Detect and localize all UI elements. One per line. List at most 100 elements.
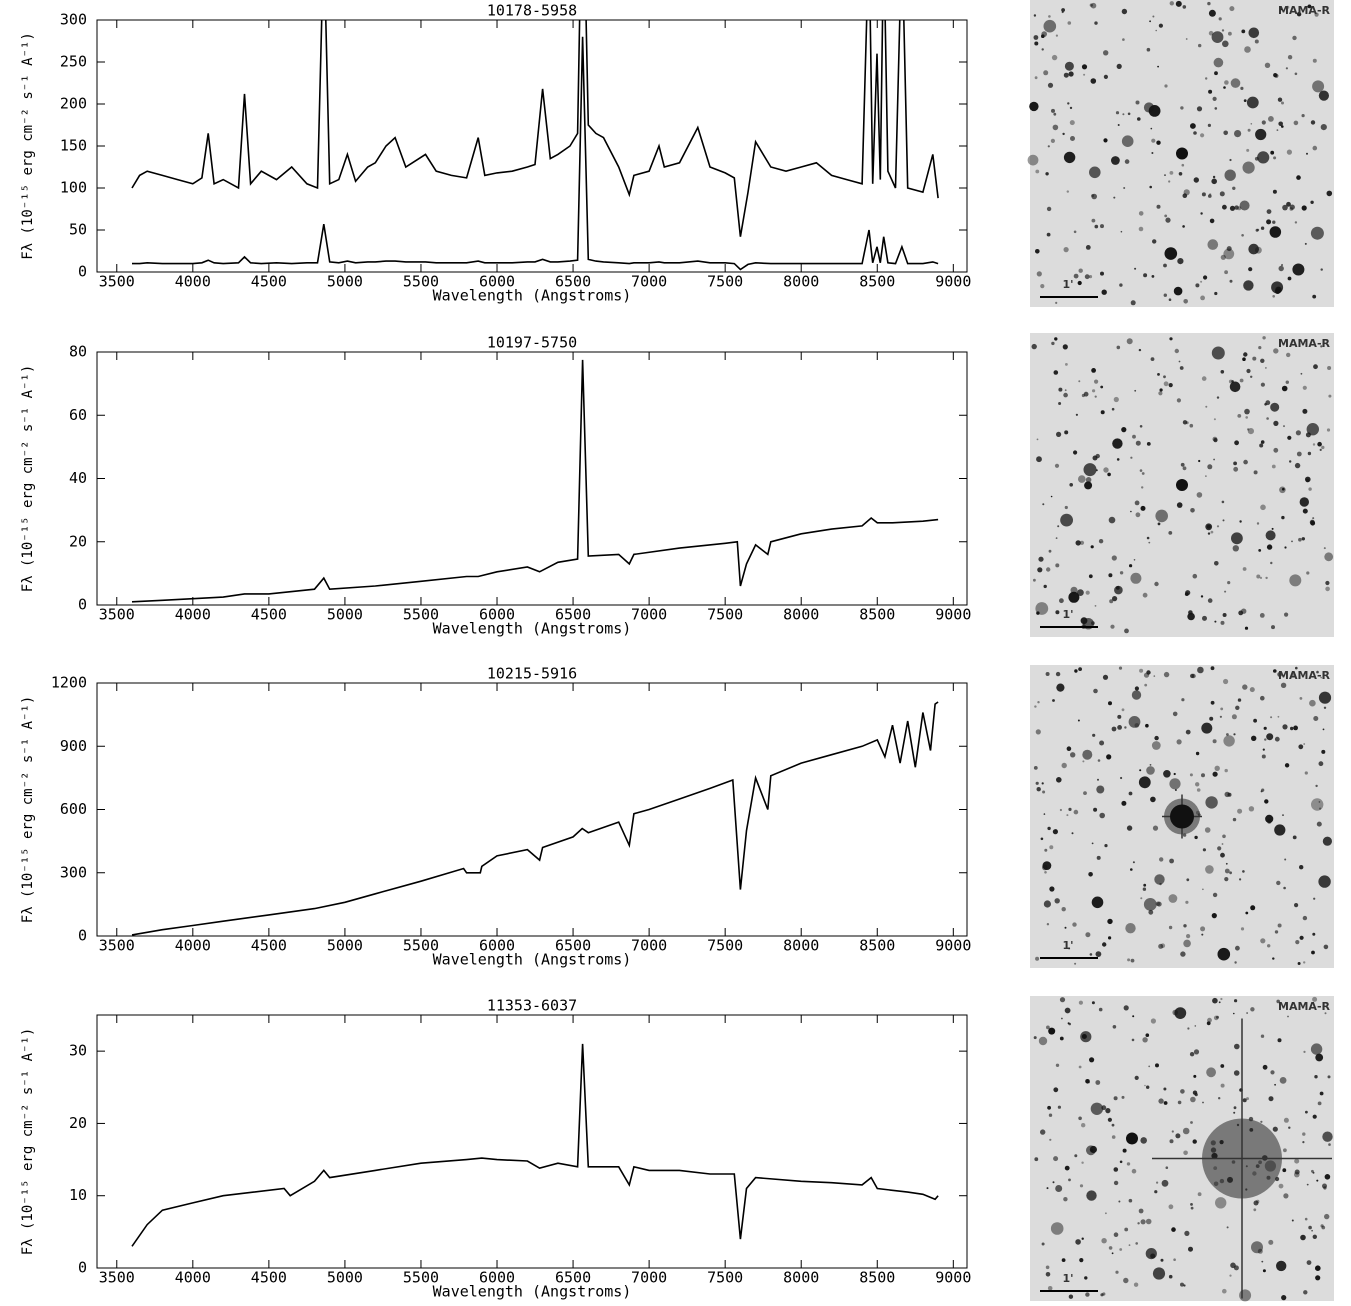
star	[1234, 999, 1238, 1003]
star	[1116, 458, 1120, 461]
x-tick-label: 4000	[175, 606, 211, 624]
star	[1239, 878, 1242, 881]
star	[1223, 735, 1235, 747]
star	[1089, 953, 1093, 956]
star	[1145, 723, 1149, 728]
star	[1135, 1242, 1138, 1245]
star	[1081, 1034, 1087, 1039]
star	[1128, 791, 1133, 796]
star	[1142, 1037, 1148, 1043]
star	[1078, 1116, 1082, 1121]
star	[1146, 536, 1150, 540]
y-tick-label: 80	[69, 343, 87, 361]
x-axis-label: Wavelength (Angstroms)	[433, 620, 632, 638]
star	[1261, 120, 1266, 125]
star	[1260, 695, 1265, 701]
star	[1202, 615, 1207, 621]
star	[1111, 1123, 1115, 1127]
star	[1056, 431, 1062, 437]
star	[1054, 337, 1058, 341]
star	[1320, 676, 1322, 679]
star	[1157, 522, 1161, 526]
star	[1151, 275, 1155, 278]
star	[1116, 63, 1122, 69]
star	[1127, 112, 1131, 116]
star	[1160, 943, 1166, 948]
star	[1084, 481, 1093, 490]
star	[1212, 771, 1218, 777]
star	[1248, 243, 1259, 255]
star	[1046, 232, 1051, 237]
star	[1131, 1168, 1137, 1174]
star	[1307, 4, 1312, 9]
star	[1107, 1117, 1112, 1122]
x-tick-label: 6500	[555, 273, 591, 291]
star	[1064, 61, 1074, 71]
star	[1062, 344, 1068, 350]
star	[1208, 30, 1214, 36]
star	[1134, 1075, 1139, 1080]
star	[1033, 1036, 1037, 1040]
star	[1066, 746, 1072, 751]
star	[1214, 620, 1217, 623]
star	[1159, 857, 1164, 862]
star	[1207, 464, 1213, 470]
star	[1035, 249, 1040, 254]
star	[1212, 436, 1218, 442]
star	[1207, 239, 1219, 250]
star	[1098, 539, 1104, 544]
star	[1044, 871, 1047, 874]
scale-label: 1'	[1062, 1272, 1073, 1285]
star	[1061, 8, 1065, 12]
star	[1224, 80, 1229, 85]
star	[1173, 1258, 1176, 1261]
star	[1210, 666, 1215, 671]
star	[1283, 1148, 1287, 1153]
star	[1269, 226, 1282, 238]
star	[1074, 669, 1078, 673]
star	[1121, 800, 1127, 806]
star	[1212, 739, 1217, 744]
x-tick-label: 6500	[555, 1269, 591, 1287]
star	[1052, 1181, 1055, 1184]
star	[1093, 807, 1098, 812]
star	[1181, 163, 1185, 167]
star	[1158, 391, 1163, 396]
star	[1050, 138, 1055, 143]
star	[1074, 1154, 1078, 1158]
x-tick-label: 3500	[99, 273, 135, 291]
star	[1273, 669, 1277, 673]
star	[1229, 205, 1236, 211]
star	[1238, 610, 1244, 616]
star	[1274, 824, 1286, 836]
star	[1111, 1135, 1116, 1139]
star	[1222, 204, 1227, 210]
x-tick-label: 4500	[251, 273, 287, 291]
star	[1119, 571, 1124, 575]
star	[1149, 764, 1152, 766]
star	[1101, 1238, 1107, 1244]
star	[1260, 938, 1266, 944]
star	[1042, 503, 1045, 506]
chart-title: 10215-5916	[487, 665, 577, 683]
star	[1266, 209, 1272, 215]
chart-title: 10178-5958	[487, 2, 577, 20]
star	[1289, 460, 1292, 463]
y-axis-label: Fλ (10⁻¹⁵ erg cm⁻² s⁻¹ A⁻¹)	[20, 32, 36, 260]
star	[1133, 1282, 1139, 1287]
star	[1069, 120, 1075, 126]
star	[1305, 1110, 1308, 1114]
star	[1107, 918, 1113, 925]
star	[1286, 149, 1292, 155]
x-tick-label: 4500	[251, 606, 287, 624]
star	[1096, 855, 1101, 860]
star	[1260, 382, 1265, 387]
star	[1212, 175, 1216, 179]
star	[1044, 848, 1048, 852]
star	[1201, 773, 1205, 778]
star	[1282, 814, 1284, 816]
star	[1058, 402, 1062, 405]
star	[1322, 836, 1332, 846]
star	[1189, 1052, 1195, 1057]
star	[1126, 1162, 1131, 1166]
